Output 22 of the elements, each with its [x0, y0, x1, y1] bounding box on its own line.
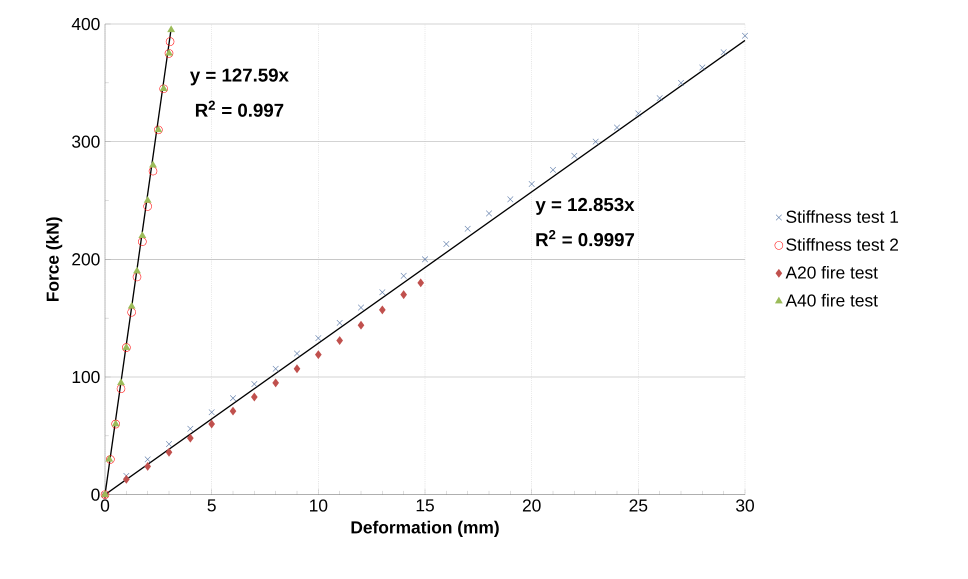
x-tick-label: 25	[630, 500, 648, 512]
x-axis-title: Deformation (mm)	[352, 520, 499, 538]
x-tick-label: 0	[100, 500, 110, 512]
x-tick-label: 10	[310, 500, 328, 512]
legend-label: Stiffness test 2	[786, 238, 898, 251]
y-tick-label: 300	[72, 136, 100, 148]
x-tick-label: 15	[416, 500, 434, 512]
legend-label: Stiffness test 1	[786, 210, 898, 224]
y-tick-label: 0	[91, 488, 100, 501]
x-tick-label: 20	[522, 500, 541, 512]
annotation: y = 12.853x	[536, 198, 634, 215]
annotation: y = 127.59x	[190, 68, 289, 86]
y-tick-label: 200	[72, 253, 100, 266]
y-tick-label: 400	[72, 18, 100, 30]
annotation: R$^{2}$ = 0.9997	[536, 230, 634, 246]
y-tick-label: 100	[72, 371, 100, 384]
annotation: R$^{2}$ = 0.997	[196, 100, 284, 118]
x-tick-label: 5	[208, 500, 216, 512]
legend-label: A40 fire test	[786, 294, 878, 307]
x-tick-label: 30	[736, 500, 754, 512]
y-axis-title: Force (kN)	[46, 218, 62, 302]
legend-label: A20 fire test	[786, 266, 878, 279]
